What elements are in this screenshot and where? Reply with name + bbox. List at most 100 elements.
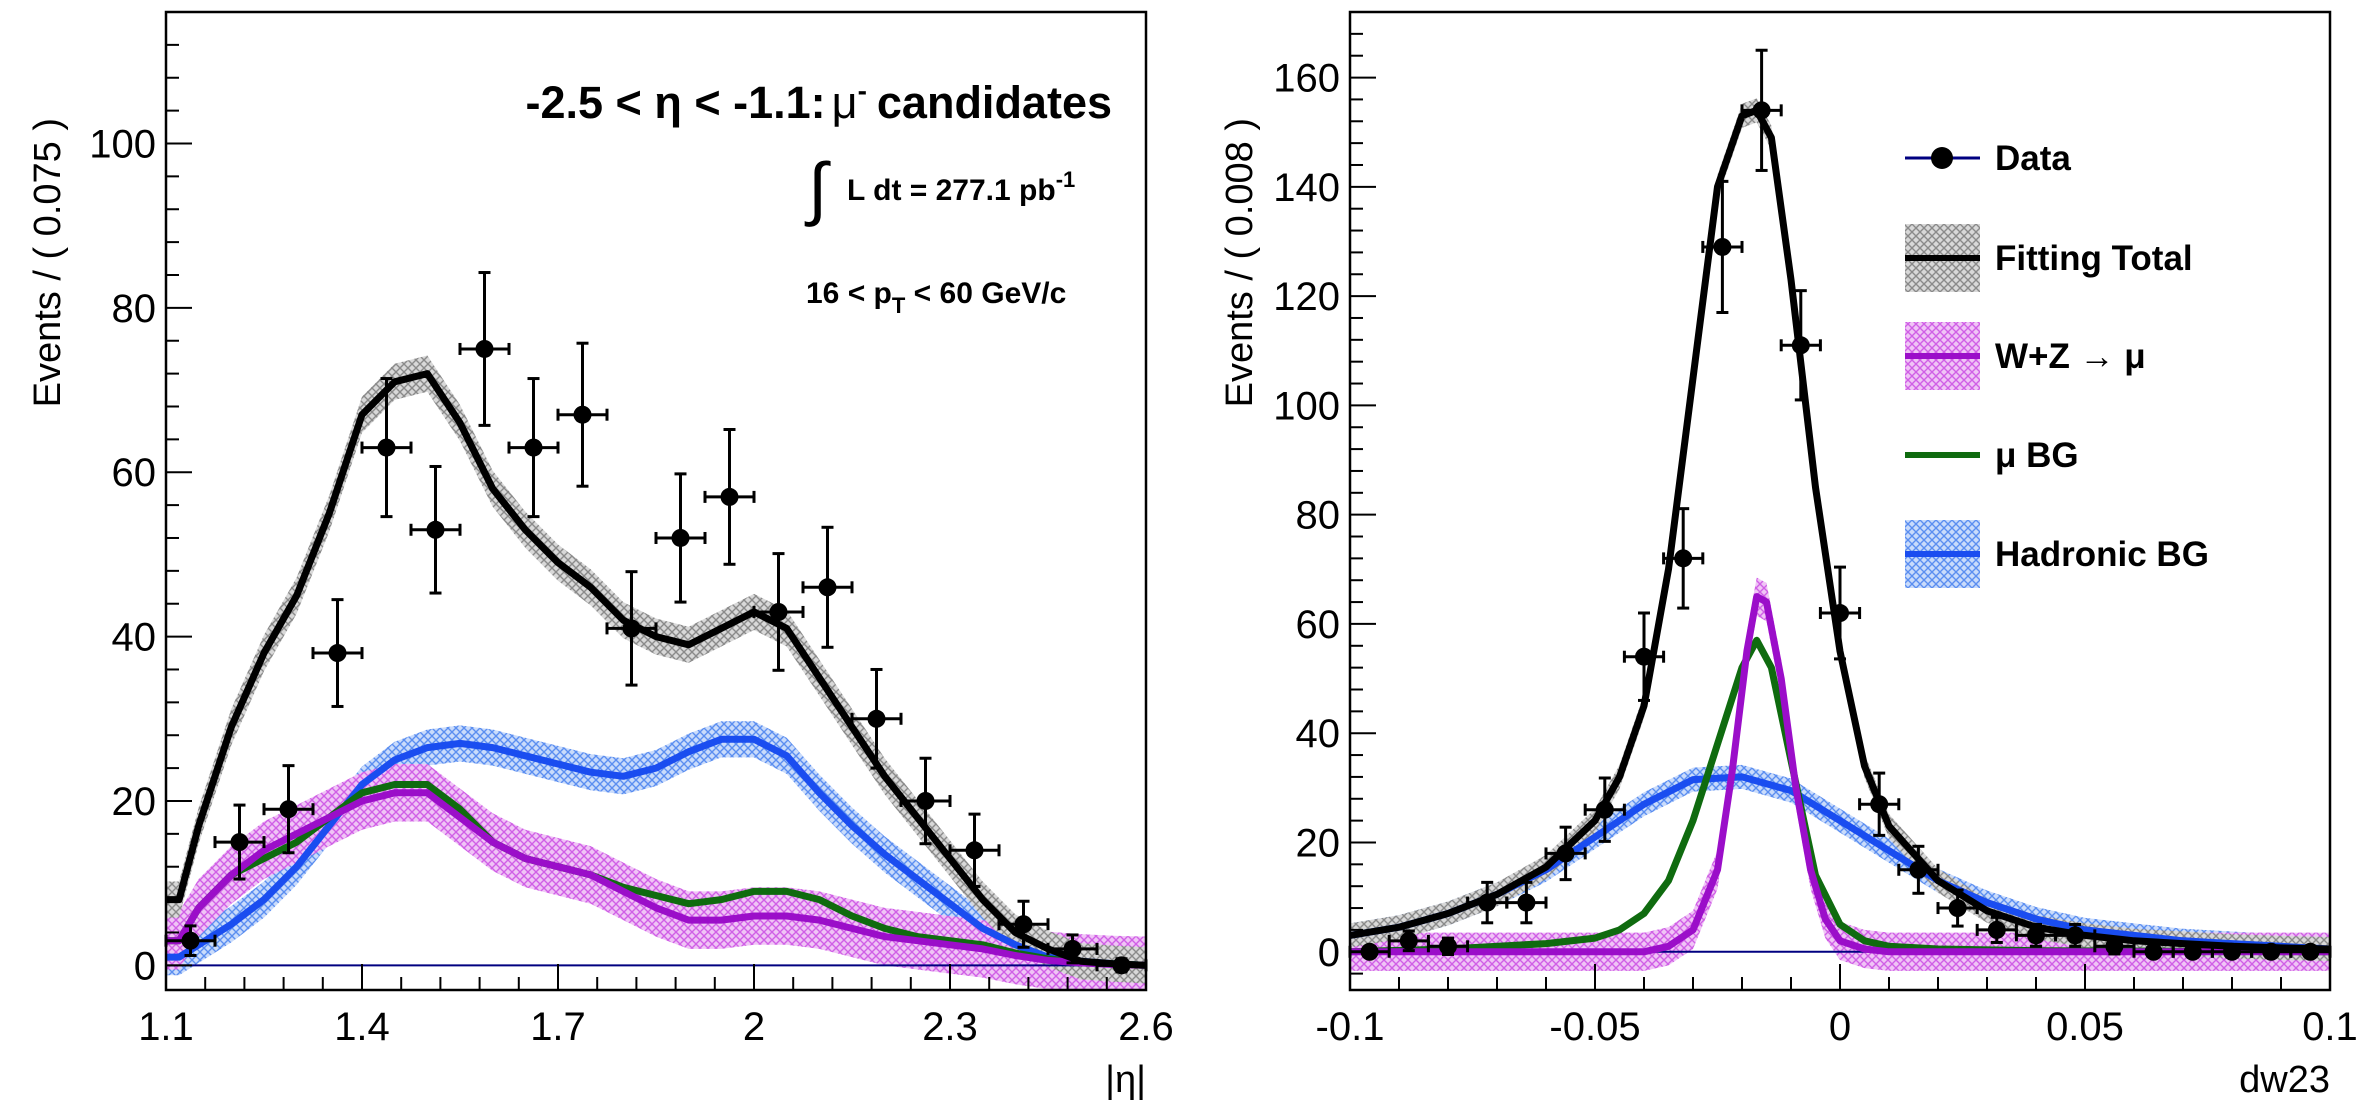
data-marker [1063, 939, 1082, 958]
data-point [654, 472, 707, 604]
data-marker [2223, 942, 2241, 961]
legend-label-data: Data [1995, 139, 2071, 178]
luminosity-label: L dt = 277.1 pb [847, 174, 1056, 207]
y-tick-label: 100 [89, 122, 156, 166]
data-point [997, 899, 1050, 949]
y-tick-label: 100 [1273, 384, 1340, 428]
x-tick-label: -0.1 [1316, 1005, 1385, 1049]
data-marker [720, 487, 739, 506]
pt-annotation: 16 < pT < 60 GeV/c [806, 277, 1066, 318]
data-marker [1791, 336, 1810, 355]
data-point [1858, 771, 1901, 837]
data-marker [916, 791, 935, 810]
left-axes: 0 20 40 60 80 100 1.1 1.4 1.7 2 2.3 2.6 [89, 11, 1174, 1049]
data-point [213, 803, 266, 881]
legend-item-mu-bg: μ BG [1905, 436, 2079, 475]
luminosity-unit-sup: -1 [1056, 167, 1076, 192]
data-marker [377, 438, 396, 457]
right-y-axis-title: Events / ( 0.008 ) [1219, 118, 1261, 407]
data-marker [573, 405, 592, 424]
y-tick-label: 60 [1296, 603, 1341, 647]
integral-symbol: ∫ [804, 149, 831, 227]
data-point [458, 271, 511, 427]
data-point [1583, 776, 1626, 843]
y-tick-label: 40 [1296, 712, 1341, 756]
data-marker [1713, 237, 1732, 256]
left-plot-panel: 0 20 40 60 80 100 1.1 1.4 1.7 2 2.3 2.6 Events / ( … [27, 10, 1174, 1101]
data-marker [279, 800, 298, 819]
legend-item-data: Data [1905, 139, 2071, 178]
data-point [1505, 880, 1548, 925]
data-marker [965, 841, 984, 860]
data-point [1387, 929, 1430, 953]
data-marker [230, 833, 249, 852]
w-z-curve [166, 789, 1147, 969]
data-marker [622, 619, 641, 638]
data-marker [671, 528, 690, 547]
bg-curve [166, 781, 1147, 969]
left-data-points [164, 271, 1148, 975]
data-marker [1752, 101, 1771, 120]
data-point [948, 812, 1001, 888]
x-tick-label: 0 [1829, 1005, 1851, 1049]
data-marker [1831, 604, 1849, 623]
data-point [507, 377, 560, 519]
data-point [409, 464, 462, 595]
data-point [1701, 179, 1744, 315]
data-marker [1517, 893, 1536, 912]
data-point [1936, 888, 1979, 928]
data-marker [426, 520, 445, 539]
data-marker [1870, 795, 1889, 814]
y-tick-label: 120 [1273, 275, 1340, 319]
luminosity-annotation: ∫ L dt = 277.1 pb-1 [804, 149, 1075, 227]
right-axes: 0 20 40 60 80 100 120 140 160 -0.1 -0.05 0 0.05 0.1 [1273, 11, 2358, 1049]
fitting-total-curve [166, 370, 1147, 969]
legend-item-signal: W+Z → μ [1905, 322, 2146, 390]
data-marker [1399, 931, 1418, 950]
y-tick-label: 40 [112, 616, 157, 660]
data-point [262, 764, 315, 855]
legend-item-hadronic: Hadronic BG [1905, 520, 2209, 588]
mu-charge-sup: - [858, 75, 867, 106]
data-marker [2301, 942, 2320, 961]
right-x-axis-title: dw23 [2239, 1059, 2330, 1101]
data-point [899, 756, 952, 846]
mu-symbol: μ [832, 77, 858, 128]
right-plot-panel: 0 20 40 60 80 100 120 140 160 -0.1 -0.05 0 0.05 0.1 E… [1219, 10, 2358, 1101]
data-marker [2144, 942, 2163, 961]
svg-text:-2.5 < η < -1.1:μ-candidates: -2.5 < η < -1.1: μ-candidates [526, 75, 1112, 128]
data-marker [1987, 920, 2006, 939]
right-data-points [1348, 48, 2332, 961]
data-point [2054, 922, 2097, 948]
left-y-axis-title: Events / ( 0.075 ) [27, 118, 69, 407]
data-marker [1014, 915, 1033, 934]
data-marker [1595, 800, 1614, 819]
y-tick-label: 80 [112, 287, 157, 331]
data-marker [1909, 860, 1928, 879]
data-point [1544, 825, 1587, 882]
data-marker [769, 602, 788, 621]
data-marker [2105, 937, 2124, 956]
data-marker [2183, 942, 2202, 961]
data-point [1046, 933, 1099, 965]
svg-text:L dt = 277.1 pb-1: L dt = 277.1 pb-1 [847, 167, 1075, 207]
x-tick-label: 0.05 [2046, 1005, 2124, 1049]
legend: Data Fitting Total W+Z → μ μ BG Hadronic… [1905, 139, 2209, 588]
left-plot-frame [164, 10, 1148, 992]
data-point [1740, 48, 1783, 172]
data-marker [867, 709, 886, 728]
data-point [1818, 565, 1862, 661]
svg-text:16 < pT < 60 GeV/c: 16 < pT < 60 GeV/c [806, 277, 1066, 318]
x-tick-label: 1.4 [334, 1005, 390, 1049]
x-tick-label: 1.7 [530, 1005, 586, 1049]
data-point [1662, 507, 1705, 610]
data-marker [1478, 893, 1497, 912]
data-point [605, 570, 658, 687]
data-point [1622, 611, 1666, 702]
left-fit-curves [166, 370, 1147, 969]
data-marker [2262, 942, 2281, 961]
data-point [2014, 922, 2058, 948]
hadronic-bg-curve [166, 735, 1147, 969]
data-point [556, 341, 609, 488]
